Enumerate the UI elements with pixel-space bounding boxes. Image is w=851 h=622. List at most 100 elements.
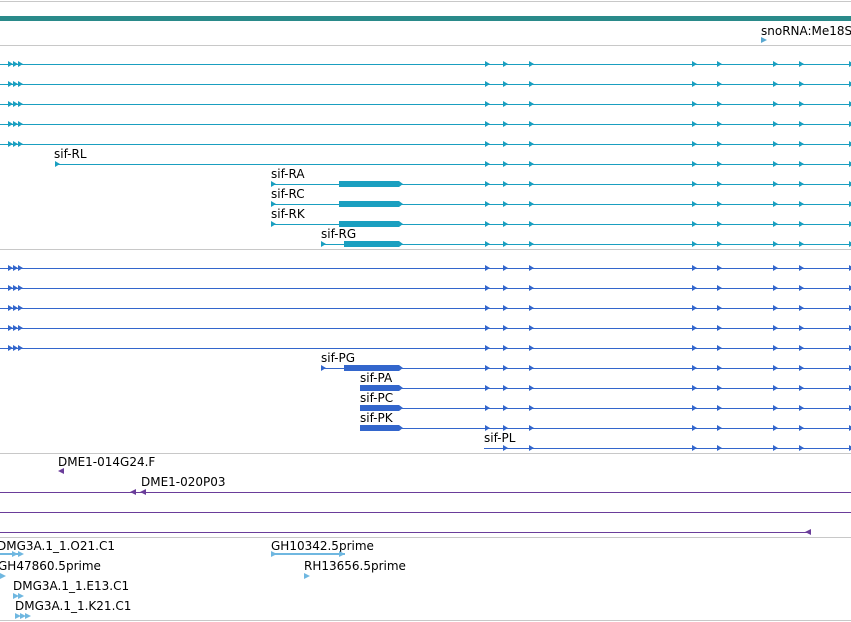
strand-arrow-icon: [717, 285, 722, 291]
strand-arrow-icon: [529, 61, 534, 67]
transcript-label-sif-rc[interactable]: sif-RC: [271, 187, 305, 201]
est-label: RH13656.5prime: [304, 559, 406, 573]
strand-arrow-icon: [799, 285, 804, 291]
strand-arrow-icon: [18, 285, 23, 291]
strand-arrow-icon: [503, 121, 508, 127]
strand-arrow-icon: [529, 405, 534, 411]
transcript-row[interactable]: [484, 445, 851, 451]
transcript-label-sif-pg[interactable]: sif-PG: [321, 351, 355, 365]
strand-arrow-icon: [503, 221, 508, 227]
transcript-row[interactable]: [0, 285, 851, 291]
strand-arrow-icon: [799, 405, 804, 411]
snorna-feature[interactable]: snoRNA:Me18S-: [761, 24, 851, 43]
est-feature-rh13656[interactable]: RH13656.5prime: [304, 559, 406, 579]
gene-span-bar[interactable]: [0, 16, 851, 21]
strand-arrow-icon: [717, 61, 722, 67]
strand-arrow-icon: [529, 265, 534, 271]
strand-arrow-icon: [18, 61, 23, 67]
transcript-row[interactable]: [0, 325, 851, 331]
strand-arrow-icon: [773, 365, 778, 371]
transcript-row[interactable]: [0, 101, 851, 107]
strand-arrow-icon: [529, 141, 534, 147]
cds-block: [360, 405, 403, 411]
est-arrow-icon: [18, 551, 24, 557]
strand-arrow-icon: [485, 325, 490, 331]
transcript-label-sif-rk[interactable]: sif-RK: [271, 207, 306, 221]
strand-arrow-icon: [529, 325, 534, 331]
strand-arrow-icon: [717, 385, 722, 391]
strand-arrow-icon: [18, 141, 23, 147]
transcript-row[interactable]: [0, 305, 851, 311]
est-feature-dmg3a-o21[interactable]: DMG3A.1_1.O21.C1: [0, 539, 115, 557]
strand-arrow-icon: [18, 265, 23, 271]
transcript-label-sif-rg[interactable]: sif-RG: [321, 227, 356, 241]
strand-arrow-icon: [18, 345, 23, 351]
strand-arrow-icon: [773, 121, 778, 127]
clone-feature-dme1-014g24[interactable]: DME1-014G24.F: [58, 455, 155, 474]
transcript-label-sif-pa[interactable]: sif-PA: [360, 371, 393, 385]
strand-arrow-icon: [773, 325, 778, 331]
strand-arrow-icon: [485, 425, 490, 431]
transcript-label-sif-rl[interactable]: sif-RL: [54, 147, 87, 161]
transcript-row[interactable]: [271, 201, 851, 207]
strand-arrow-icon: [692, 101, 697, 107]
strand-arrow-icon: [18, 81, 23, 87]
strand-arrow-icon: [692, 405, 697, 411]
est-feature-dmg3a-e13[interactable]: DMG3A.1_1.E13.C1: [13, 579, 129, 599]
strand-arrow-icon: [692, 345, 697, 351]
est-feature-gh47860[interactable]: GH47860.5prime: [0, 559, 101, 579]
strand-arrow-icon: [13, 61, 18, 67]
clone-feature-unlabeled[interactable]: [0, 529, 811, 535]
transcript-row[interactable]: [0, 61, 851, 67]
transcript-row[interactable]: [321, 365, 851, 371]
transcript-label-sif-pk[interactable]: sif-PK: [360, 411, 394, 425]
strand-arrow-icon: [773, 221, 778, 227]
clone-arrow-icon: [58, 468, 64, 474]
strand-arrow-icon: [799, 305, 804, 311]
strand-arrow-icon: [717, 101, 722, 107]
transcript-label-sif-pc[interactable]: sif-PC: [360, 391, 393, 405]
transcript-row[interactable]: [0, 265, 851, 271]
strand-arrow-icon: [321, 365, 326, 371]
strand-arrow-icon: [13, 305, 18, 311]
strand-arrow-icon: [8, 141, 13, 147]
strand-arrow-icon: [773, 201, 778, 207]
transcript-row[interactable]: [271, 181, 851, 187]
strand-arrow-icon: [799, 181, 804, 187]
strand-arrow-icon: [8, 265, 13, 271]
est-label: DMG3A.1_1.E13.C1: [13, 579, 129, 593]
transcript-row[interactable]: [360, 425, 851, 431]
strand-arrow-icon: [717, 325, 722, 331]
transcript-row[interactable]: [0, 141, 851, 147]
strand-arrow-icon: [485, 121, 490, 127]
transcript-row[interactable]: [0, 121, 851, 127]
clone-feature-dme1-020p03[interactable]: DME1-020P03: [0, 475, 851, 495]
transcript-label-sif-ra[interactable]: sif-RA: [271, 167, 305, 181]
strand-arrow-icon: [529, 365, 534, 371]
transcript-row[interactable]: [55, 161, 851, 167]
strand-arrow-icon: [8, 345, 13, 351]
transcript-row[interactable]: [321, 241, 851, 247]
cds-block: [344, 365, 403, 371]
est-arrow-icon: [18, 593, 24, 599]
strand-arrow-icon: [529, 425, 534, 431]
protein-transcripts-track: [0, 265, 851, 451]
transcript-row[interactable]: [271, 221, 851, 227]
est-label: GH47860.5prime: [0, 559, 101, 573]
transcript-label-sif-pl[interactable]: sif-PL: [484, 431, 516, 445]
strand-arrow-icon: [529, 445, 534, 451]
strand-arrow-icon: [773, 345, 778, 351]
transcript-row[interactable]: [0, 345, 851, 351]
est-feature-gh10342[interactable]: GH10342.5prime: [271, 539, 374, 557]
strand-arrow-icon: [717, 141, 722, 147]
est-label: DMG3A.1_1.O21.C1: [0, 539, 115, 553]
est-arrow-icon: [20, 613, 26, 619]
transcript-row[interactable]: [0, 81, 851, 87]
est-feature-dmg3a-k21[interactable]: DMG3A.1_1.K21.C1: [15, 599, 131, 619]
transcript-row[interactable]: [360, 385, 851, 391]
strand-arrow-icon: [529, 101, 534, 107]
strand-arrow-icon: [692, 365, 697, 371]
transcript-row[interactable]: [360, 405, 851, 411]
